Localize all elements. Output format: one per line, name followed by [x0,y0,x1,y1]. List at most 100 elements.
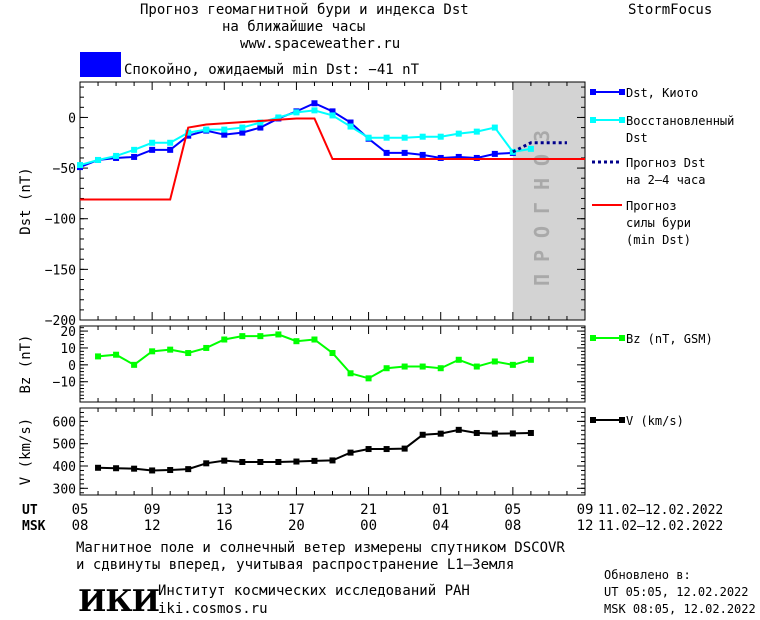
data-point [293,458,300,465]
x-tick-label-ut: 17 [288,502,305,518]
y-axis-label: Bz (nT) [18,334,34,393]
data-point [491,150,498,157]
status-color-box [80,52,121,77]
x-axis-msk-label: MSK [22,519,46,534]
data-point [365,446,372,453]
y-tick-label: −10 [53,376,76,391]
data-point [491,430,498,437]
data-point [257,119,264,126]
legend-swatch-marker [619,89,625,95]
y-tick-label: 0 [68,359,76,374]
forecast-band-letter: О [530,226,554,238]
data-point [419,151,426,158]
data-point [149,139,156,146]
data-point [293,109,300,116]
data-point [473,154,480,161]
iki-logo: ИКИ [78,584,160,619]
y-tick-label: −150 [45,263,76,278]
legend-entry: Dst, Киото [590,86,698,100]
series-line [79,109,532,167]
data-point [401,445,408,452]
data-point [131,361,138,368]
y-tick-label: 400 [53,460,76,475]
data-point [329,350,336,357]
x-tick-label-ut: 05 [72,502,89,518]
footer-note-line1: Магнитное поле и солнечный ветер измерен… [76,540,565,556]
x-range-ut: 11.02–12.02.2022 [598,503,723,518]
y-axis-label: V (km/s) [18,418,34,485]
y-tick-label: 300 [53,482,76,497]
data-point [311,336,318,343]
data-point [347,123,354,130]
data-point [419,431,426,438]
data-point [167,146,174,153]
legend-label: (min Dst) [626,233,691,247]
legend-entry: V (km/s) [590,414,684,428]
data-point [401,363,408,370]
x-tick-label-ut: 01 [432,502,449,518]
x-tick-label-msk: 08 [504,518,521,534]
data-point [329,112,336,119]
x-tick-label-msk: 04 [432,518,449,534]
data-point [383,365,390,372]
legend-swatch-marker [590,335,596,341]
data-point [203,460,210,467]
legend-swatch-marker [590,89,596,95]
data-point [455,426,462,433]
data-point [347,449,354,456]
data-point [329,457,336,464]
data-point [185,129,192,136]
legend-entry: Восстановленный Dst [590,114,734,145]
data-point [257,124,264,131]
data-point [437,430,444,437]
institute-name: Институт космических исследований РАН [158,583,470,599]
data-point [95,353,102,360]
y-tick-label: 600 [53,415,76,430]
source-url[interactable]: www.spaceweather.ru [240,36,401,52]
forecast-band-letter: О [530,154,554,166]
legend-label: на 2–4 часа [626,173,705,187]
data-point [239,333,246,340]
chart-title-line1: Прогноз геомагнитной бури и индекса Dst [140,2,469,18]
x-tick-label-msk: 12 [577,518,594,534]
data-point [383,446,390,453]
status-text: Спокойно, ожидаемый min Dst: −41 nT [124,62,420,78]
data-point [203,344,210,351]
legend-label: Dst, Киото [626,86,698,100]
legend-swatch-marker [619,417,625,423]
data-point [275,331,282,338]
data-point [329,108,336,115]
data-point [95,156,102,163]
panel-2: 600 500 400 300 V (km/s) [18,407,586,497]
data-point [419,133,426,140]
legend-entry: Прогноз силы бури (min Dst) [592,199,691,247]
y-axis-label: Dst (nT) [18,167,34,234]
data-point [221,336,228,343]
data-point [455,153,462,160]
data-point [437,154,444,161]
data-point [455,130,462,137]
data-point [77,162,83,169]
data-point [437,365,444,372]
data-point [311,100,318,107]
data-point [239,124,246,131]
data-point [347,119,354,126]
legend-label: силы бури [626,216,691,230]
panel-frame [79,407,586,496]
legend-label: Прогноз [626,199,677,213]
institute-url[interactable]: iki.cosmos.ru [158,601,268,617]
x-tick-label-msk: 20 [288,518,305,534]
data-point [365,134,372,141]
data-point [131,153,138,160]
data-point [257,333,264,340]
x-axis-ut-label: UT [22,503,38,518]
data-point [113,351,120,358]
x-tick-label-ut: 05 [504,502,521,518]
forecast-band-letter: Р [530,250,554,262]
legend-swatch-marker [619,117,625,123]
data-point [149,146,156,153]
data-point [527,145,534,152]
data-point [401,149,408,156]
